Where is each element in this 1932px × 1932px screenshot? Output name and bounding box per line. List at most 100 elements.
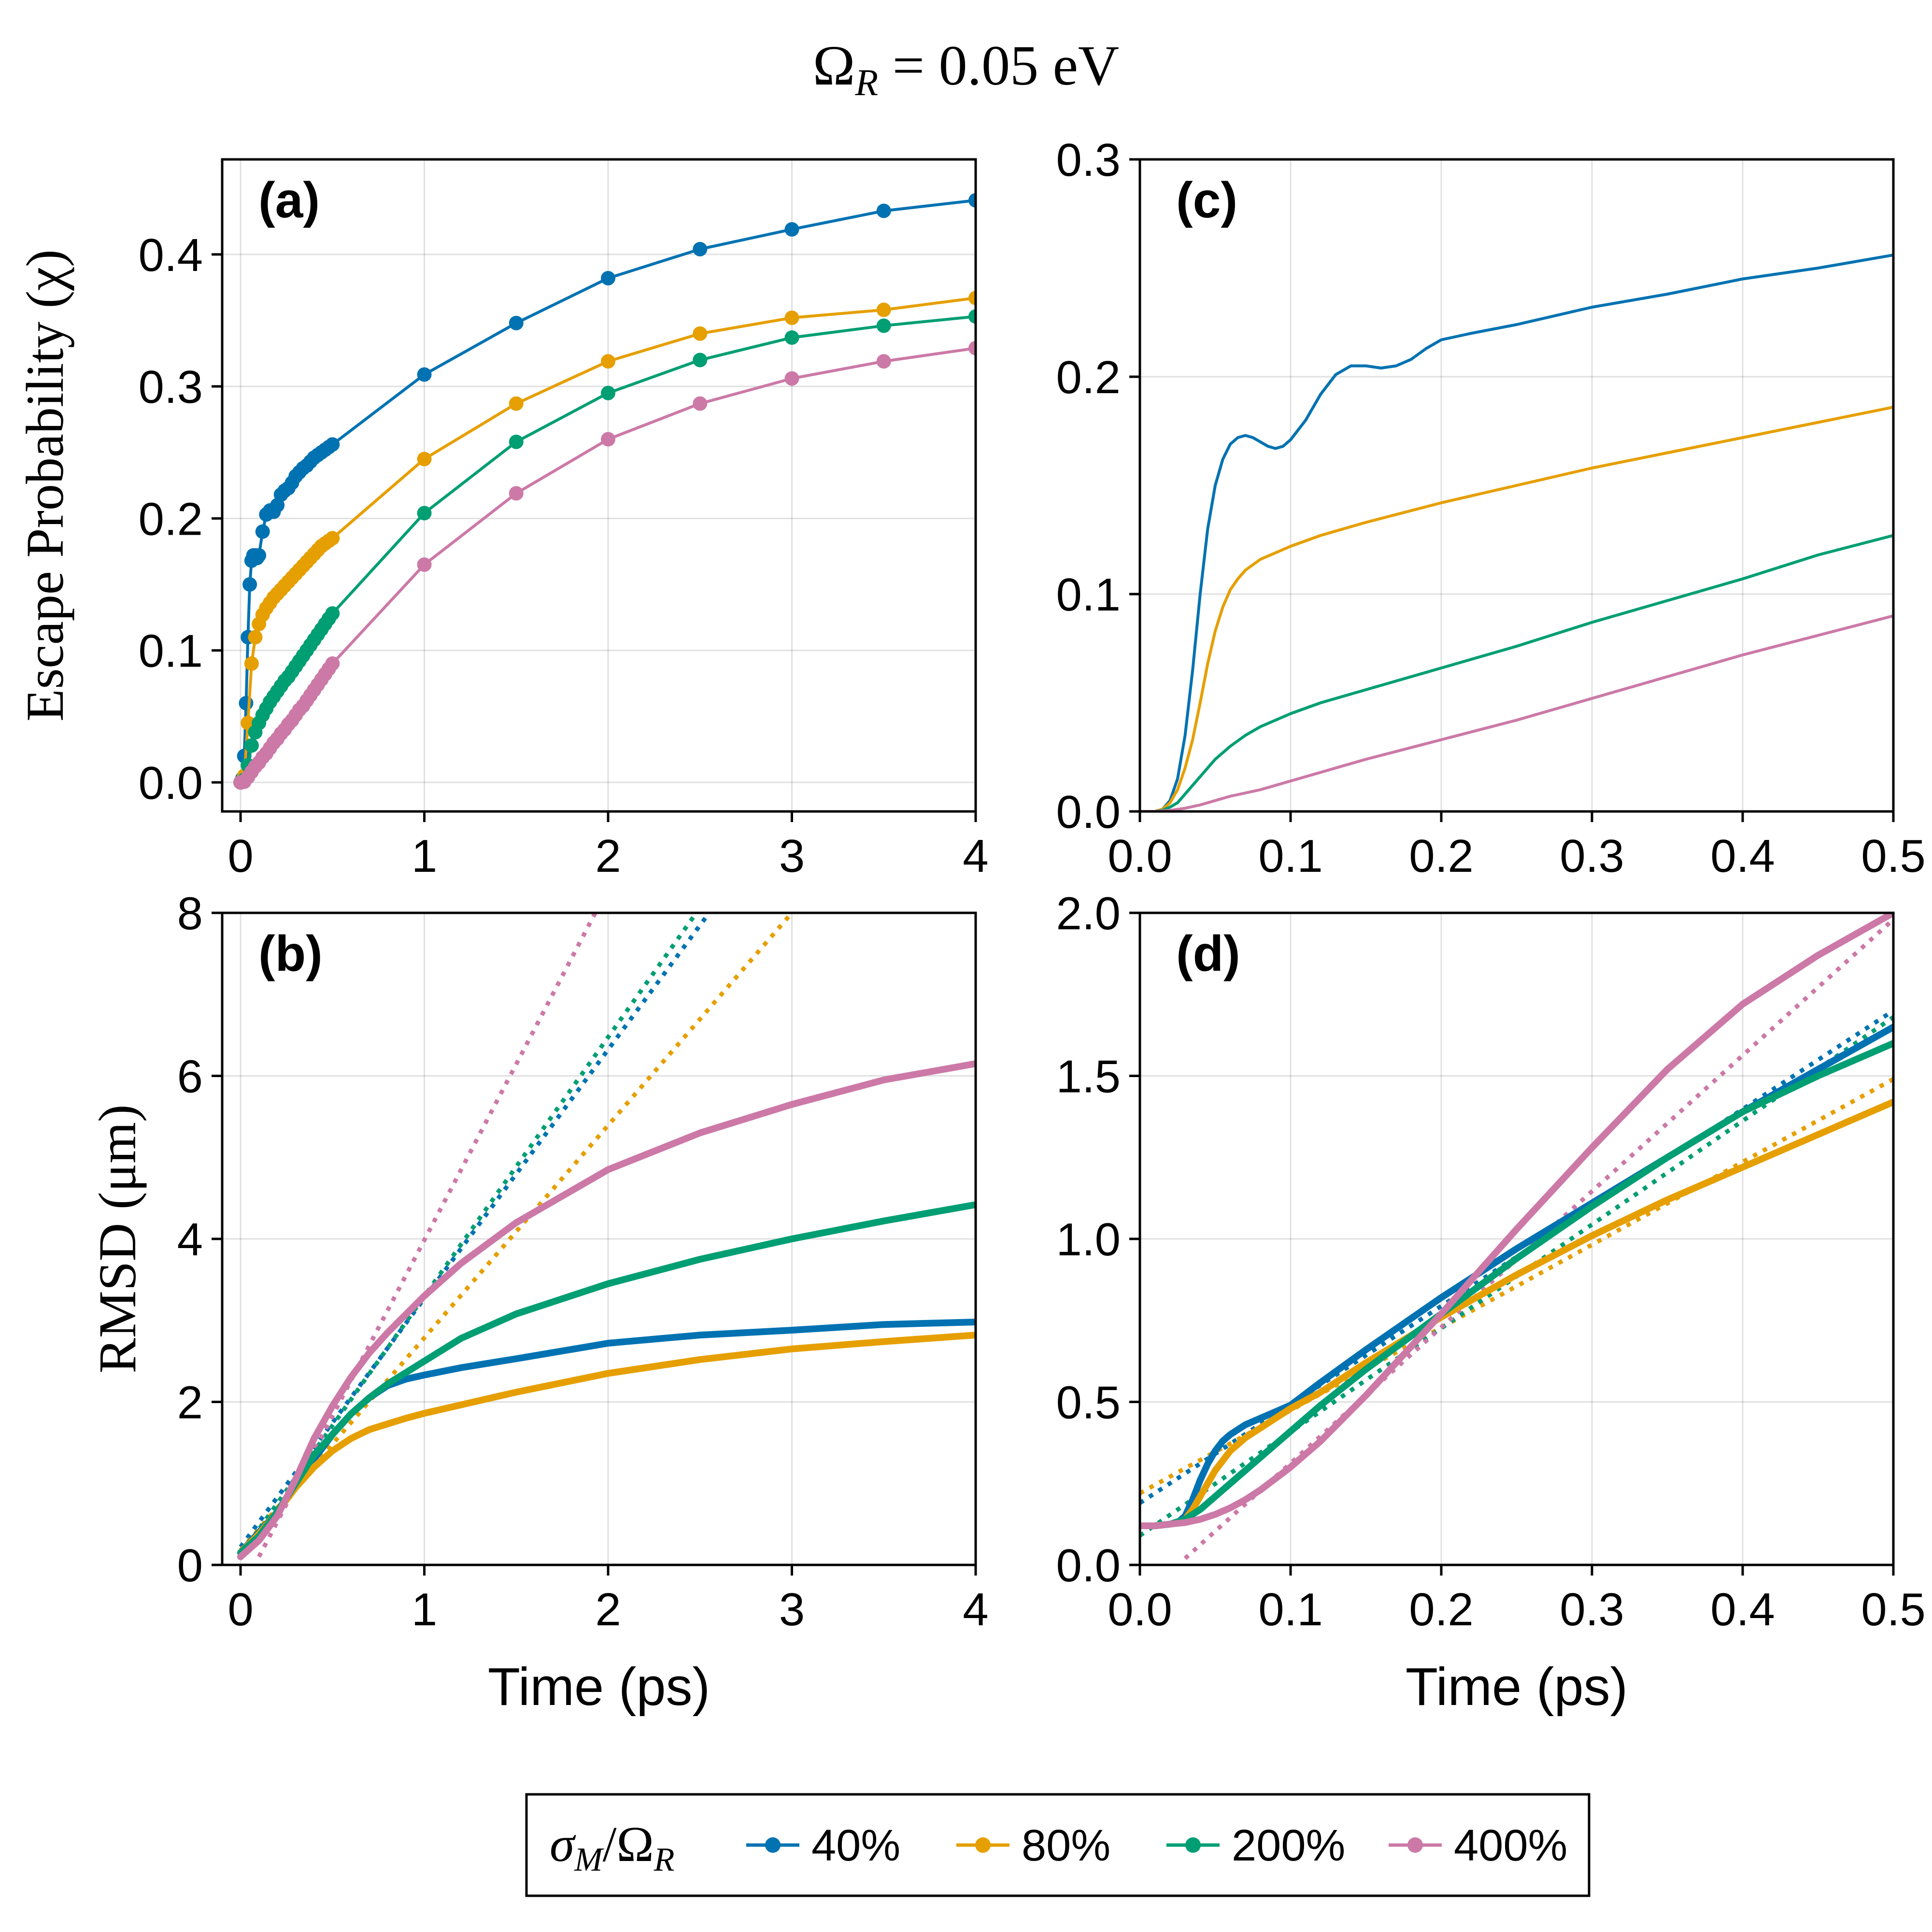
panel-label-b: (b): [258, 926, 323, 982]
y-tick-label-c-0: 0.0: [1056, 786, 1121, 838]
data-point-a-80pct-31: [876, 302, 891, 317]
data-point-a-40pct-34: [693, 242, 708, 256]
data-point-a-200pct-30: [784, 330, 799, 345]
y-tick-label-a-3: 0.3: [139, 361, 203, 413]
y-tick-label-a-1: 0.1: [139, 625, 203, 677]
legend-marker-1: [975, 1837, 991, 1853]
data-point-a-400pct-25: [325, 656, 340, 671]
series-line-b-400pct: [237, 1060, 976, 1561]
panel-b: 0 1 2 3 4 0 2 4 6 8 (b) Time (ps) RMSD (μm): [88, 888, 989, 1717]
data-point-a-400pct-28: [601, 432, 616, 447]
legend: σM/ΩR 40% 80% 200% 400%: [525, 1793, 1591, 1897]
legend-label-2: 200%: [1232, 1821, 1345, 1870]
series-line-d-400pct: [1140, 913, 1893, 1529]
x-tick-label-c-2: 0.2: [1409, 830, 1473, 882]
x-tick-label-c-0: 0.0: [1108, 830, 1172, 882]
fit-line-b-200pct: [239, 913, 698, 1557]
panel-label-c: (c): [1176, 172, 1237, 228]
plot-area-b: [222, 913, 976, 1565]
data-point-a-200pct-3: [244, 738, 259, 753]
y-tick-label-d-4: 2.0: [1056, 888, 1121, 939]
y-tick-label-c-1: 0.1: [1056, 569, 1121, 621]
panel-label-a: (a): [258, 172, 320, 228]
fit-line-b-40pct: [239, 913, 711, 1548]
plot-area-a: [222, 159, 976, 811]
y-axis-label-a: Escape Probability (χ): [15, 249, 74, 721]
data-point-a-80pct-25: [325, 531, 340, 546]
data-point-a-80pct-27: [509, 396, 524, 411]
data-point-a-200pct-29: [693, 353, 708, 368]
data-point-a-400pct-27: [509, 486, 524, 501]
y-tick-label-c-3: 0.3: [1056, 134, 1121, 186]
data-point-a-400pct-31: [876, 354, 891, 369]
x-axis-label-b: Time (ps): [488, 1657, 710, 1717]
data-point-a-40pct-37: [968, 193, 976, 208]
data-point-a-80pct-4: [248, 630, 263, 645]
legend-marker-2: [1185, 1837, 1201, 1853]
data-point-a-40pct-3: [239, 696, 254, 710]
legend-label-1: 80%: [1022, 1821, 1110, 1870]
x-tick-label-a-1: 1: [412, 830, 437, 882]
data-point-a-80pct-26: [417, 452, 432, 467]
axes-frame-c: [1138, 158, 1895, 813]
data-point-a-40pct-36: [876, 203, 891, 218]
series-group-b: [237, 913, 976, 1561]
y-tick-label-d-1: 0.5: [1056, 1377, 1121, 1429]
y-tick-label-d-0: 0.0: [1056, 1540, 1121, 1591]
data-point-a-40pct-35: [784, 222, 799, 237]
legend-entries: 40% 80% 200% 400%: [746, 1821, 1567, 1870]
data-point-a-40pct-30: [325, 437, 340, 452]
x-tick-label-b-4: 4: [963, 1584, 988, 1635]
panel-a: 0 1 2 3 4 0.0 0.1 0.2 0.3 0.4 (a) Escape Probabilit…: [15, 158, 989, 882]
data-point-a-200pct-26: [417, 506, 432, 521]
data-point-a-40pct-11: [255, 524, 270, 539]
data-point-a-40pct-32: [509, 315, 524, 330]
legend-title: σM/ΩR: [550, 1817, 675, 1878]
data-point-a-200pct-28: [601, 385, 616, 400]
data-point-a-40pct-33: [601, 270, 616, 285]
x-tick-label-b-3: 3: [779, 1584, 805, 1635]
panel-d: 0.0 0.1 0.2 0.3 0.4 0.5 0.0 0.5 1.0 1.5 2.0 (d) Time…: [1056, 888, 1926, 1717]
y-tick-label-b-2: 4: [177, 1214, 203, 1265]
data-point-a-80pct-32: [968, 290, 976, 305]
legend-label-0: 40%: [811, 1821, 900, 1870]
data-point-a-400pct-32: [968, 341, 976, 355]
y-tick-label-b-4: 8: [177, 888, 203, 939]
x-tick-label-a-2: 2: [595, 830, 621, 882]
y-tick-label-d-3: 1.5: [1056, 1051, 1121, 1103]
data-point-a-400pct-26: [417, 557, 432, 572]
y-tick-label-b-3: 6: [177, 1051, 203, 1103]
x-tick-label-d-0: 0.0: [1108, 1584, 1172, 1635]
data-point-a-40pct-10: [252, 548, 267, 563]
y-tick-label-b-0: 0: [177, 1540, 203, 1591]
x-tick-label-d-3: 0.3: [1560, 1584, 1624, 1635]
data-point-a-400pct-30: [784, 371, 799, 386]
series-line-c-200pct: [1140, 534, 1893, 811]
y-tick-label-a-2: 0.2: [139, 493, 203, 545]
data-point-a-80pct-28: [601, 354, 616, 369]
data-point-a-200pct-32: [968, 309, 976, 324]
x-tick-label-d-2: 0.2: [1409, 1584, 1473, 1635]
figure-title: ΩR = 0.05 eV: [813, 34, 1120, 103]
x-tick-label-c-1: 0.1: [1258, 830, 1322, 882]
x-tick-label-c-4: 0.4: [1710, 830, 1775, 882]
x-tick-label-b-0: 0: [227, 1584, 253, 1635]
y-tick-label-a-4: 0.4: [139, 229, 203, 281]
panel-label-d: (d): [1176, 926, 1240, 982]
y-tick-label-a-0: 0.0: [139, 757, 203, 809]
data-point-a-80pct-29: [693, 326, 708, 341]
data-point-a-80pct-3: [244, 656, 259, 671]
x-tick-label-b-1: 1: [412, 1584, 437, 1635]
data-point-a-40pct-5: [242, 577, 257, 592]
data-point-a-200pct-27: [509, 434, 524, 449]
x-tick-label-a-4: 4: [963, 830, 988, 882]
x-tick-label-a-0: 0: [227, 830, 253, 882]
panel-c: 0.0 0.1 0.2 0.3 0.4 0.5 0.0 0.1 0.2 0.3 (c): [1056, 134, 1926, 882]
series-group-c: [1140, 254, 1893, 811]
x-tick-label-c-5: 0.5: [1861, 830, 1925, 882]
y-tick-label-c-2: 0.2: [1056, 352, 1121, 403]
series-line-c-40pct: [1140, 254, 1893, 811]
data-point-a-80pct-30: [784, 310, 799, 325]
legend-marker-3: [1407, 1837, 1423, 1853]
